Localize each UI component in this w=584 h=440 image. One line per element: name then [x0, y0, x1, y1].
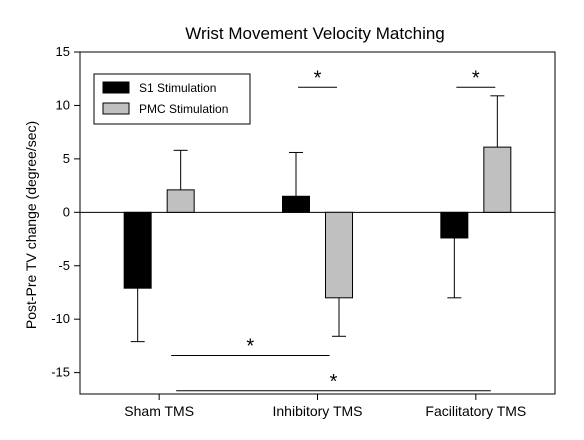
x-tick-label: Facilitatory TMS — [425, 403, 526, 419]
significance-star: * — [246, 336, 254, 358]
bar — [282, 195, 310, 213]
y-tick-label: -10 — [51, 311, 70, 326]
significance-star: * — [472, 67, 480, 89]
legend-label: S1 Stimulation — [139, 81, 216, 95]
y-axis-label: Post-Pre TV change (degree/sec) — [23, 121, 39, 329]
bar — [166, 189, 195, 213]
y-tick-label: 5 — [63, 151, 70, 166]
legend-label: PMC Stimulation — [139, 102, 228, 116]
legend-swatch — [102, 81, 130, 94]
y-tick-label: -5 — [58, 258, 70, 273]
x-tick-label: Sham TMS — [124, 403, 194, 419]
y-tick-label: -15 — [51, 365, 70, 380]
significance-star: * — [330, 371, 338, 393]
bar — [483, 146, 512, 213]
plot-area: -15 -10 -5 0 5 10 15 Sham TMS Inhibitory TMS Faci… — [51, 44, 556, 419]
y-tick-label: 10 — [56, 97, 70, 112]
bar — [325, 211, 353, 299]
bar — [123, 211, 152, 289]
bar — [440, 211, 469, 239]
significance-star: * — [314, 67, 322, 89]
y-tick-label: 15 — [56, 44, 70, 59]
y-tick-label: 0 — [63, 204, 70, 219]
legend-swatch — [102, 102, 130, 115]
chart-title: Wrist Movement Velocity Matching — [185, 24, 445, 43]
x-tick-label: Inhibitory TMS — [273, 403, 363, 419]
